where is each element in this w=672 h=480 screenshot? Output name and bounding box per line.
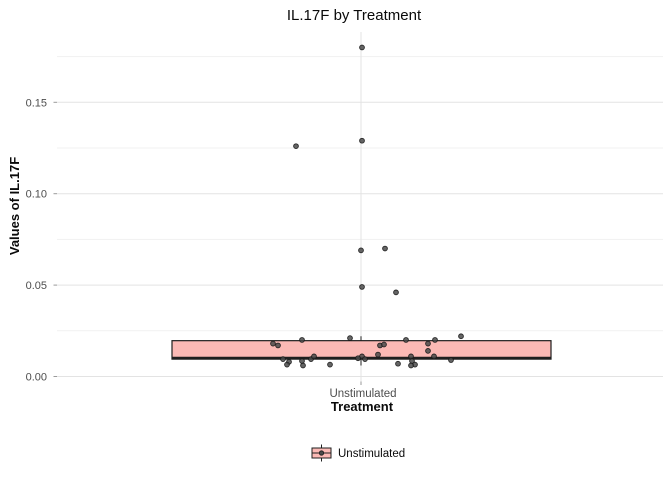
legend-key-boxplot-icon <box>311 444 332 462</box>
y-axis-title: Values of IL.17F <box>7 157 22 255</box>
jitter-point <box>347 335 353 341</box>
jitter-point <box>299 358 305 364</box>
legend: Unstimulated <box>311 444 405 462</box>
jitter-point <box>393 289 399 296</box>
gridlines-major <box>57 32 663 382</box>
jitter-point <box>458 333 464 340</box>
jitter-point <box>425 348 431 354</box>
x-axis-title: Treatment <box>331 399 394 414</box>
jitter-point <box>280 356 286 362</box>
jitter-point <box>359 284 365 290</box>
jitter-point <box>284 361 290 368</box>
jitter-point <box>359 44 365 51</box>
jitter-point <box>432 337 438 343</box>
jitter-point <box>300 362 306 369</box>
y-axis-tick-label: 0.05 <box>26 280 47 292</box>
jitter-point <box>403 337 409 343</box>
legend-label: Unstimulated <box>338 448 405 460</box>
gridlines-minor <box>57 56 663 332</box>
jitter-points-layer <box>270 44 464 369</box>
jitter-point <box>382 245 388 252</box>
y-axis-tick-label: 0.10 <box>26 189 47 201</box>
jitter-point <box>293 143 299 150</box>
jitter-point <box>275 342 281 349</box>
y-axis-tick-labels: 0.00 0.05 0.10 0.15 <box>26 97 47 383</box>
jitter-point <box>375 351 381 358</box>
jitter-point <box>425 340 431 347</box>
axis-ticks <box>53 101 362 385</box>
jitter-point <box>431 353 437 360</box>
boxplot-layer <box>171 336 552 366</box>
jitter-point <box>408 362 414 369</box>
jitter-point <box>362 356 368 362</box>
jitter-point <box>408 353 414 360</box>
jitter-point <box>358 247 364 254</box>
jitter-point <box>381 341 387 348</box>
y-axis-tick-label: 0.15 <box>26 97 47 109</box>
jitter-point <box>448 357 454 363</box>
jitter-point <box>299 337 305 343</box>
x-axis-tick-label: Unstimulated <box>329 388 396 400</box>
jitter-point <box>395 360 401 367</box>
jitter-point <box>327 361 333 368</box>
jitter-point <box>270 340 276 347</box>
chart-title: IL.17F by Treatment <box>287 7 422 24</box>
jitter-point <box>311 353 317 360</box>
jitter-point <box>359 137 365 144</box>
y-axis-tick-label: 0.00 <box>26 372 47 384</box>
jitter-point <box>355 355 361 362</box>
